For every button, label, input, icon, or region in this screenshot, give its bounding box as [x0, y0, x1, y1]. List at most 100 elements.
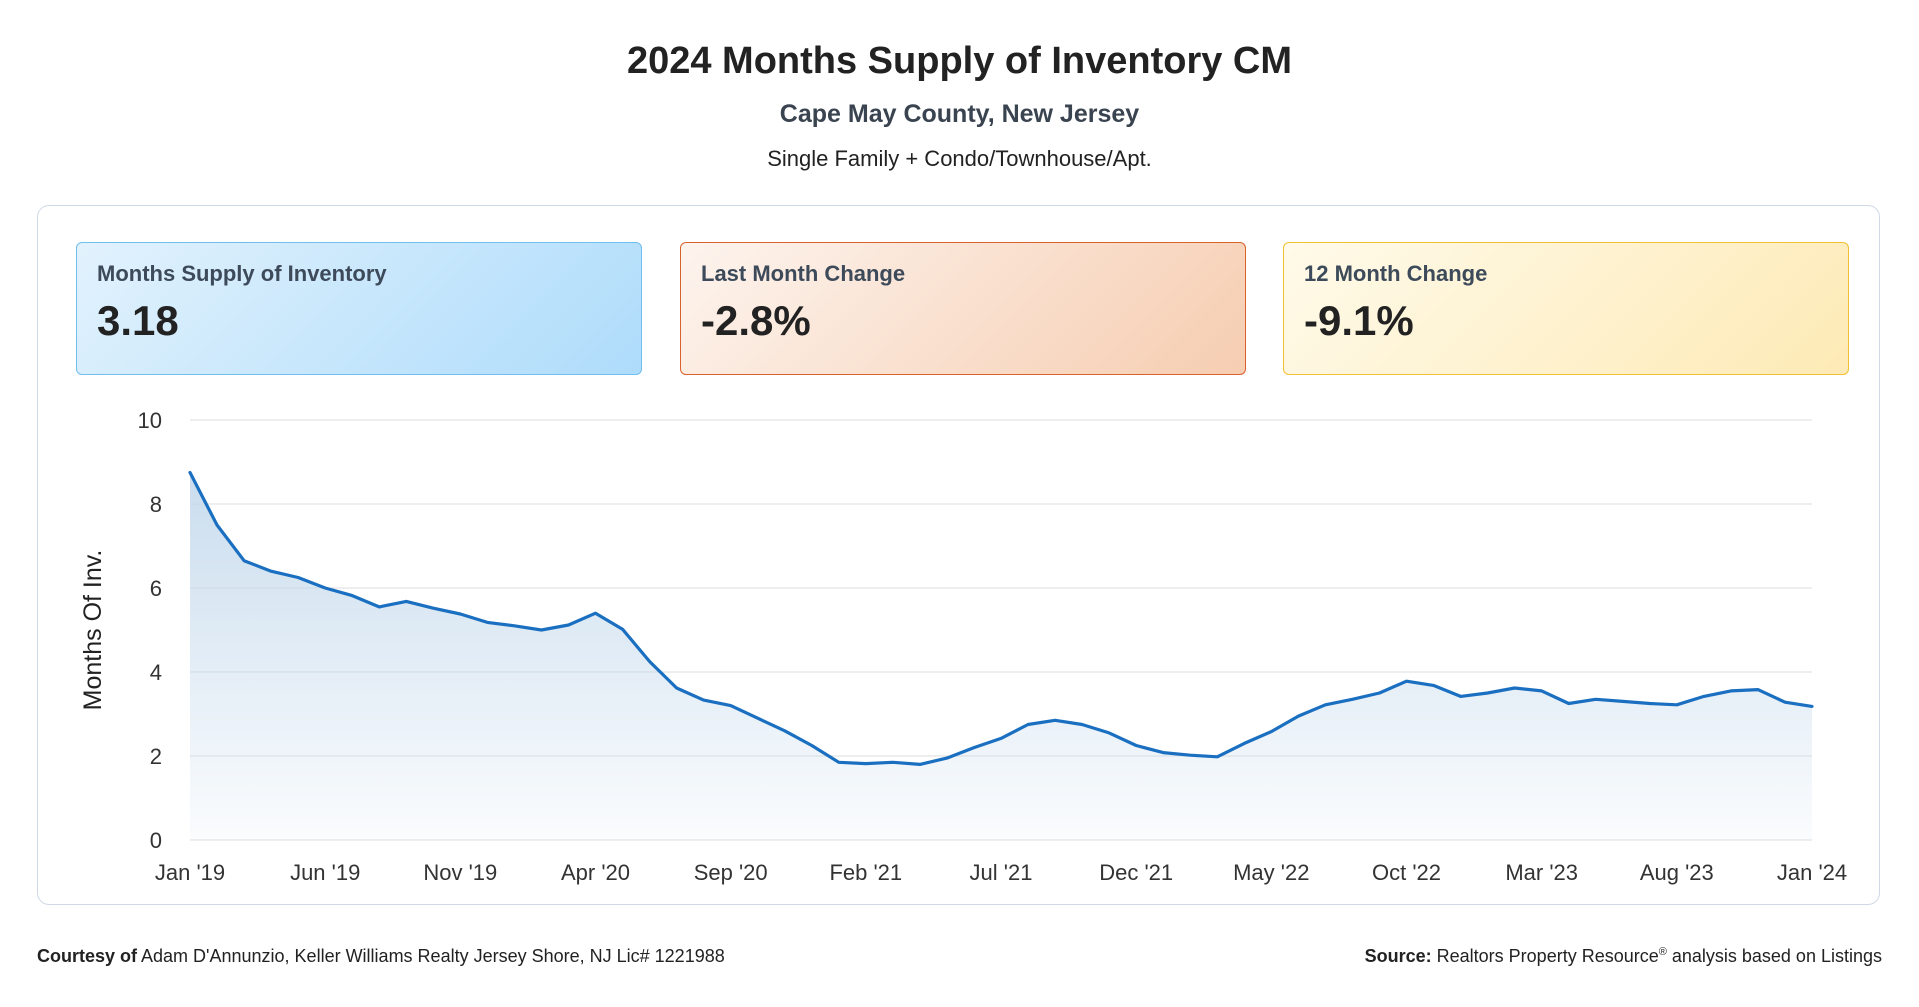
- data-point: [837, 760, 841, 764]
- data-point: [188, 471, 192, 475]
- data-point: [1459, 694, 1463, 698]
- twelve-month-change-card: 12 Month Change -9.1%: [1283, 242, 1849, 375]
- twelve-month-change-label: 12 Month Change: [1304, 261, 1488, 286]
- data-point: [458, 612, 462, 616]
- data-point: [891, 760, 895, 764]
- data-point: [972, 746, 976, 750]
- data-point: [1053, 718, 1057, 722]
- data-point: [485, 620, 489, 624]
- data-point: [1026, 723, 1030, 727]
- x-tick-label: Jan '24: [1777, 860, 1847, 885]
- data-point: [1080, 723, 1084, 727]
- x-tick-label: May '22: [1233, 860, 1309, 885]
- x-tick-label: Nov '19: [423, 860, 497, 885]
- y-tick-label: 2: [150, 744, 162, 769]
- y-tick-label: 6: [150, 576, 162, 601]
- y-tick-label: 4: [150, 660, 162, 685]
- data-point: [1405, 679, 1409, 683]
- area-fill: [190, 472, 1812, 840]
- data-point: [215, 523, 219, 527]
- last-month-change-label: Last Month Change: [701, 261, 906, 286]
- data-point: [621, 627, 625, 631]
- x-tick-label: Sep '20: [694, 860, 768, 885]
- months-supply-value: 3.18: [97, 297, 179, 344]
- data-point: [1783, 700, 1787, 704]
- data-point: [1215, 755, 1219, 759]
- months-supply-card: Months Supply of Inventory 3.18: [76, 242, 642, 375]
- data-point: [296, 576, 300, 580]
- x-tick-label: Dec '21: [1099, 860, 1173, 885]
- data-point: [756, 716, 760, 720]
- x-tick-label: Jun '19: [290, 860, 360, 885]
- x-tick-label: Mar '23: [1505, 860, 1578, 885]
- y-tick-label: 8: [150, 492, 162, 517]
- page-title: 2024 Months Supply of Inventory CM: [626, 40, 1293, 82]
- y-tick-label: 0: [150, 828, 162, 853]
- source-footer: Source: Realtors Property Resource® anal…: [1365, 946, 1882, 967]
- data-point: [1729, 689, 1733, 693]
- data-point: [918, 762, 922, 766]
- data-point: [269, 569, 273, 573]
- data-point: [1378, 691, 1382, 695]
- data-point: [1540, 689, 1544, 693]
- data-point: [810, 744, 814, 748]
- courtesy-label: Courtesy of: [37, 946, 138, 966]
- y-tick-label: 10: [138, 408, 162, 433]
- courtesy-footer: Courtesy of Adam D'Annunzio, Keller Will…: [37, 946, 725, 967]
- data-point: [1188, 753, 1192, 757]
- data-point: [1296, 714, 1300, 718]
- data-point: [1242, 741, 1246, 745]
- twelve-month-change-value: -9.1%: [1304, 297, 1414, 344]
- x-tick-label: Jul '21: [970, 860, 1033, 885]
- data-point: [1648, 702, 1652, 706]
- data-point: [1810, 704, 1814, 708]
- data-point: [1621, 699, 1625, 703]
- data-point: [864, 762, 868, 766]
- data-point: [431, 606, 435, 610]
- data-point: [675, 686, 679, 690]
- x-tick-label: Aug '23: [1640, 860, 1714, 885]
- data-point: [1107, 731, 1111, 735]
- data-point: [1432, 683, 1436, 687]
- series-line: [188, 470, 1814, 766]
- data-point: [594, 611, 598, 615]
- data-point: [323, 586, 327, 590]
- courtesy-text: Adam D'Annunzio, Keller Williams Realty …: [141, 946, 725, 966]
- data-point: [1675, 703, 1679, 707]
- last-month-change-card: Last Month Change -2.8%: [680, 242, 1246, 375]
- registered-mark: ®: [1658, 946, 1667, 958]
- page-subtitle: Cape May County, New Jersey: [779, 100, 1140, 128]
- last-month-change-value: -2.8%: [701, 297, 811, 344]
- x-tick-label: Oct '22: [1372, 860, 1441, 885]
- months-supply-label: Months Supply of Inventory: [97, 261, 387, 286]
- data-point: [1594, 697, 1598, 701]
- data-point: [648, 660, 652, 664]
- data-point: [350, 594, 354, 598]
- data-point: [1702, 694, 1706, 698]
- data-point: [539, 628, 543, 632]
- property-type-subtitle: Single Family + Condo/Townhouse/Apt.: [767, 146, 1152, 171]
- data-point: [945, 756, 949, 760]
- data-point: [999, 736, 1003, 740]
- data-point: [1486, 691, 1490, 695]
- data-point: [512, 624, 516, 628]
- x-tick-label: Jan '19: [155, 860, 225, 885]
- x-tick-label: Feb '21: [829, 860, 902, 885]
- data-point: [1323, 703, 1327, 707]
- source-text: analysis based on Listings: [1671, 946, 1882, 966]
- data-point: [567, 623, 571, 627]
- data-point: [1161, 751, 1165, 755]
- data-point: [1350, 697, 1354, 701]
- data-point: [783, 729, 787, 733]
- data-point: [1756, 688, 1760, 692]
- data-point: [1269, 730, 1273, 734]
- source-label: Source:: [1364, 946, 1432, 966]
- y-axis-label: Months Of Inv.: [79, 550, 107, 711]
- data-point: [377, 605, 381, 609]
- data-point: [1513, 686, 1517, 690]
- data-point: [404, 599, 408, 603]
- x-tick-label: Apr '20: [561, 860, 630, 885]
- data-point: [729, 704, 733, 708]
- data-point: [1567, 702, 1571, 706]
